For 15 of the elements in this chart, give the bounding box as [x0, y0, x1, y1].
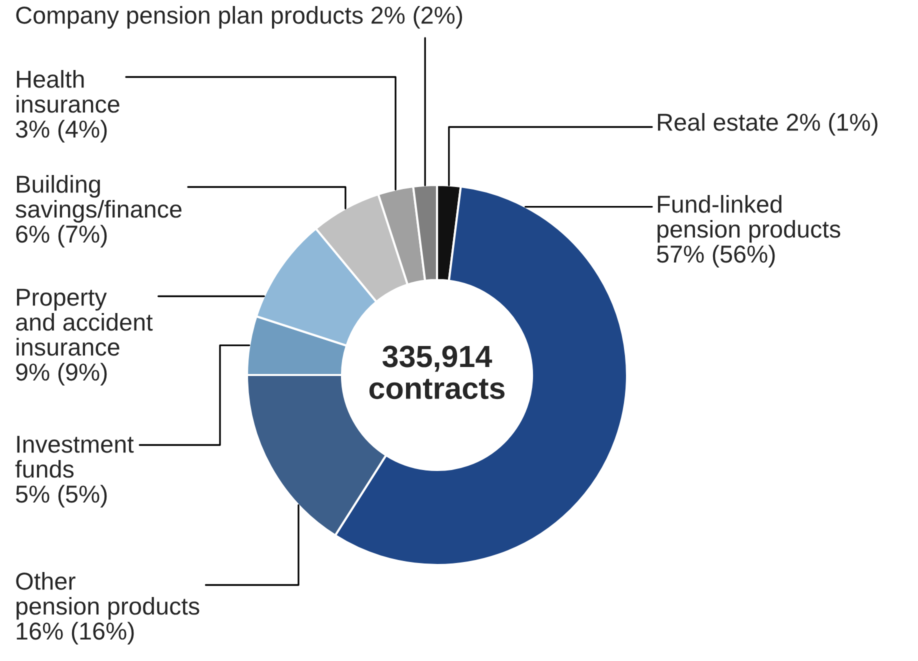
slice-label: Health insurance — [16, 70, 120, 113]
data-label: 5% (5%) — [16, 484, 107, 508]
slice-label: Investment funds — [15, 436, 134, 478]
data-label: 6% (7%) — [16, 224, 107, 248]
slice-label: Fund-linked pension products — [658, 195, 840, 243]
slice-label: Real estate 2% (1%) — [658, 113, 878, 136]
slice-label: Other pension products — [16, 572, 200, 620]
text: 335,914 contracts — [369, 346, 505, 400]
data-label: 16% (16%) — [16, 622, 134, 645]
data-label: 3% (4%) — [16, 120, 107, 143]
data-label: 57% (56%) — [656, 244, 775, 268]
data-label: 9% (9%) — [16, 362, 107, 386]
slice-label: Building savings/finance — [16, 175, 182, 223]
slice-label: Property and accident insurance — [16, 288, 153, 356]
slice-label: Company pension plan products 2% (2%) — [16, 6, 462, 29]
